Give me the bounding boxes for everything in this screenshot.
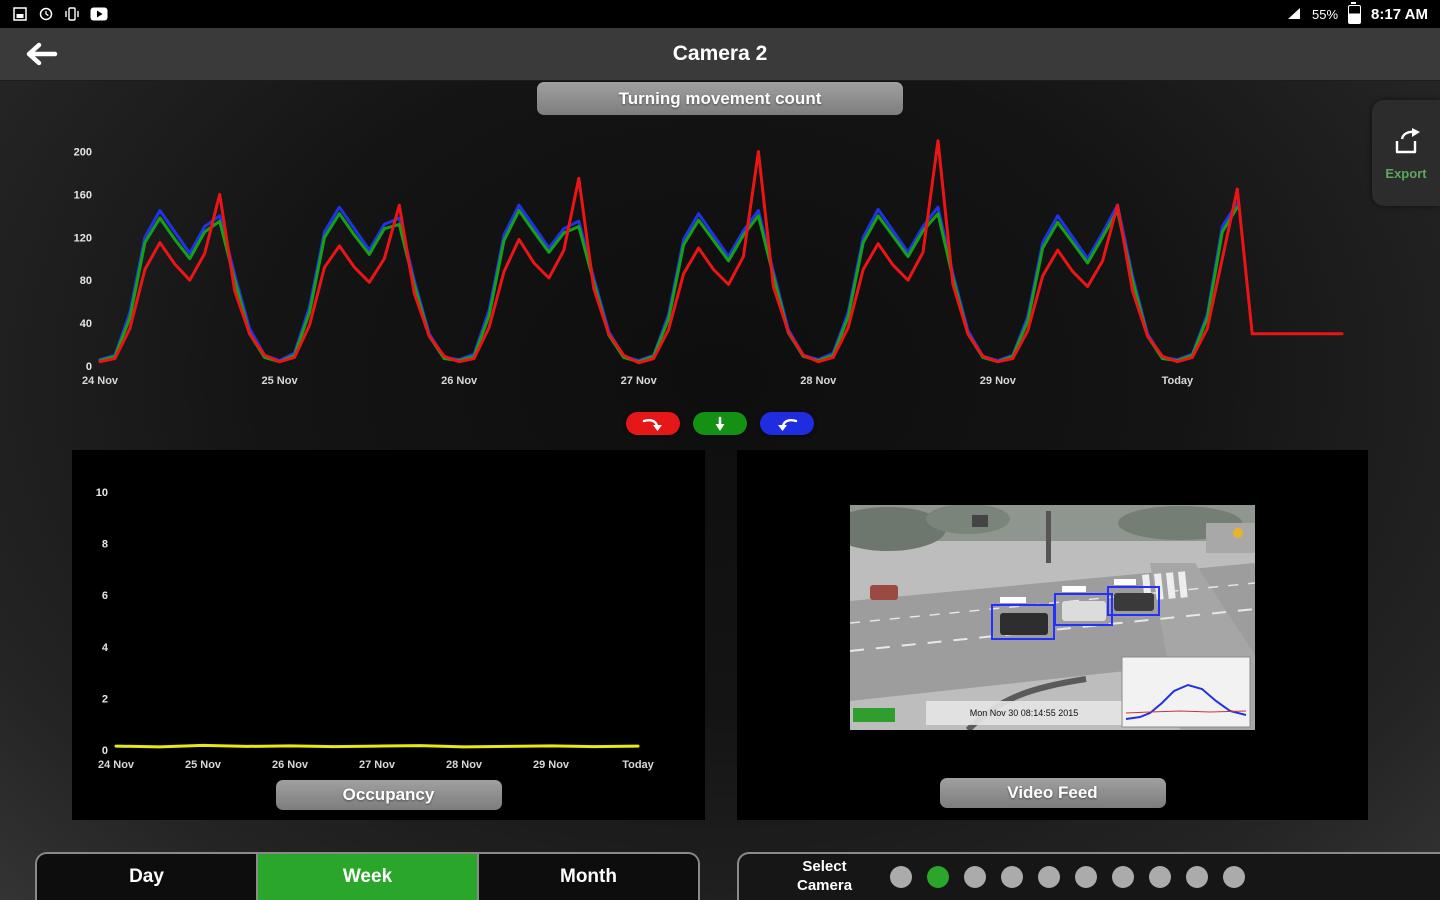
occupancy-label: Occupancy bbox=[275, 780, 502, 810]
youtube-icon bbox=[90, 7, 108, 21]
y-tick-label: 200 bbox=[74, 146, 92, 158]
camera-dot-7[interactable] bbox=[1112, 866, 1135, 888]
turning-movement-chart-svg: 200 160 120 80 40 0 24 Nov 25 Nov 26 Nov 27 Nov 28… bbox=[74, 139, 1344, 387]
x-tick-label: 27 Nov bbox=[359, 759, 396, 771]
status-right: 55% 8:17 AM bbox=[1286, 1, 1428, 24]
camera-dot-6[interactable] bbox=[1075, 866, 1098, 888]
select-camera-line2: Camera bbox=[797, 877, 853, 894]
tab-month[interactable]: Month bbox=[479, 854, 698, 900]
camera-dot-4[interactable] bbox=[1001, 866, 1024, 888]
left-turn-legend-button[interactable] bbox=[760, 412, 814, 435]
back-arrow-icon bbox=[26, 42, 58, 66]
y-tick-label: 0 bbox=[86, 361, 92, 373]
camera-dot-3[interactable] bbox=[964, 866, 987, 888]
occupancy-series bbox=[114, 743, 640, 749]
y-tick-label: 4 bbox=[102, 642, 109, 654]
page-title: Camera 2 bbox=[672, 42, 768, 65]
y-tick-label: 10 bbox=[96, 487, 108, 499]
export-button[interactable]: Export bbox=[1372, 100, 1440, 206]
time-range-tabs: Day Week Month bbox=[35, 852, 700, 900]
camera-dot-2[interactable] bbox=[927, 866, 950, 888]
y-tick-label: 80 bbox=[80, 275, 92, 287]
status-bar: 55% 8:17 AM bbox=[0, 0, 1440, 28]
x-tick-label: 26 Nov bbox=[272, 759, 309, 771]
y-tick-label: 160 bbox=[74, 189, 92, 201]
turning-movement-count-label: Turning movement count bbox=[537, 82, 903, 115]
video-timestamp: Mon Nov 30 08:14:55 2015 bbox=[970, 708, 1079, 718]
video-watermark bbox=[853, 708, 895, 722]
back-button[interactable] bbox=[18, 37, 62, 71]
video-feed-image[interactable]: Mon Nov 30 08:14:55 2015 bbox=[850, 505, 1255, 730]
camera-dot-9[interactable] bbox=[1186, 866, 1209, 888]
x-tick-label: 26 Nov bbox=[441, 375, 478, 387]
camera-select-bar: Select Camera bbox=[737, 852, 1440, 900]
select-camera-label: Select Camera bbox=[797, 858, 852, 896]
right-turn-legend-button[interactable] bbox=[626, 412, 680, 435]
video-feed-label: Video Feed bbox=[939, 778, 1166, 808]
camera-dot-1[interactable] bbox=[890, 866, 913, 888]
export-label: Export bbox=[1385, 165, 1427, 181]
tab-week[interactable]: Week bbox=[258, 854, 479, 900]
alarm-icon bbox=[38, 6, 54, 22]
left-turn-icon bbox=[778, 418, 798, 431]
x-tick-label: 27 Nov bbox=[621, 375, 658, 387]
x-tick-label: 25 Nov bbox=[262, 375, 299, 387]
occupancy-chart: 10 8 6 4 2 0 24 Nov 25 Nov 26 Nov 27 Nov 28 Nov 29 … bbox=[78, 478, 698, 778]
y-tick-label: 0 bbox=[102, 745, 108, 757]
x-tick-label: 28 Nov bbox=[800, 375, 837, 387]
select-camera-line1: Select bbox=[802, 858, 847, 876]
x-tick-label: Today bbox=[1162, 375, 1194, 387]
occupancy-chart-svg: 10 8 6 4 2 0 24 Nov 25 Nov 26 Nov 27 Nov 28 Nov 29 … bbox=[96, 487, 655, 771]
x-tick-label: 29 Nov bbox=[533, 759, 570, 771]
video-feed-panel: Mon Nov 30 08:14:55 2015 Video Feed bbox=[737, 450, 1368, 820]
tab-day[interactable]: Day bbox=[37, 854, 258, 900]
through-legend-button[interactable] bbox=[693, 412, 747, 435]
through-icon bbox=[715, 416, 725, 431]
occupancy-panel: 10 8 6 4 2 0 24 Nov 25 Nov 26 Nov 27 Nov 28 Nov 29 … bbox=[72, 450, 705, 820]
right-turn-series bbox=[98, 139, 1344, 365]
battery-percentage: 55% bbox=[1312, 6, 1339, 22]
x-tick-label: 24 Nov bbox=[98, 759, 135, 771]
wifi-icon bbox=[1286, 7, 1302, 21]
battery-icon bbox=[1348, 1, 1362, 24]
clock: 8:17 AM bbox=[1371, 5, 1428, 23]
camera-dot-8[interactable] bbox=[1149, 866, 1172, 888]
camera-dot-10[interactable] bbox=[1223, 866, 1246, 888]
status-left-icons bbox=[12, 6, 108, 22]
export-icon bbox=[1395, 127, 1420, 153]
y-tick-label: 8 bbox=[102, 539, 108, 551]
turn-legend-row bbox=[626, 412, 814, 435]
vibrate-icon bbox=[64, 6, 80, 22]
screenshot-icon bbox=[12, 6, 28, 22]
camera-dot-5[interactable] bbox=[1038, 866, 1061, 888]
y-tick-label: 120 bbox=[74, 232, 92, 244]
y-tick-label: 6 bbox=[102, 590, 108, 602]
y-tick-label: 40 bbox=[80, 318, 92, 330]
x-tick-label: Today bbox=[622, 759, 654, 771]
camera-dot-row bbox=[890, 866, 1246, 888]
x-tick-label: 28 Nov bbox=[446, 759, 483, 771]
app-bar: Camera 2 bbox=[0, 28, 1440, 81]
y-tick-label: 2 bbox=[102, 693, 108, 705]
x-tick-label: 25 Nov bbox=[185, 759, 222, 771]
x-tick-label: 29 Nov bbox=[980, 375, 1017, 387]
left-turn-series bbox=[98, 201, 1239, 363]
right-turn-icon bbox=[642, 418, 662, 431]
x-tick-label: 24 Nov bbox=[82, 375, 119, 387]
turning-movement-chart: 200 160 120 80 40 0 24 Nov 25 Nov 26 Nov 27 Nov 28… bbox=[55, 120, 1360, 398]
